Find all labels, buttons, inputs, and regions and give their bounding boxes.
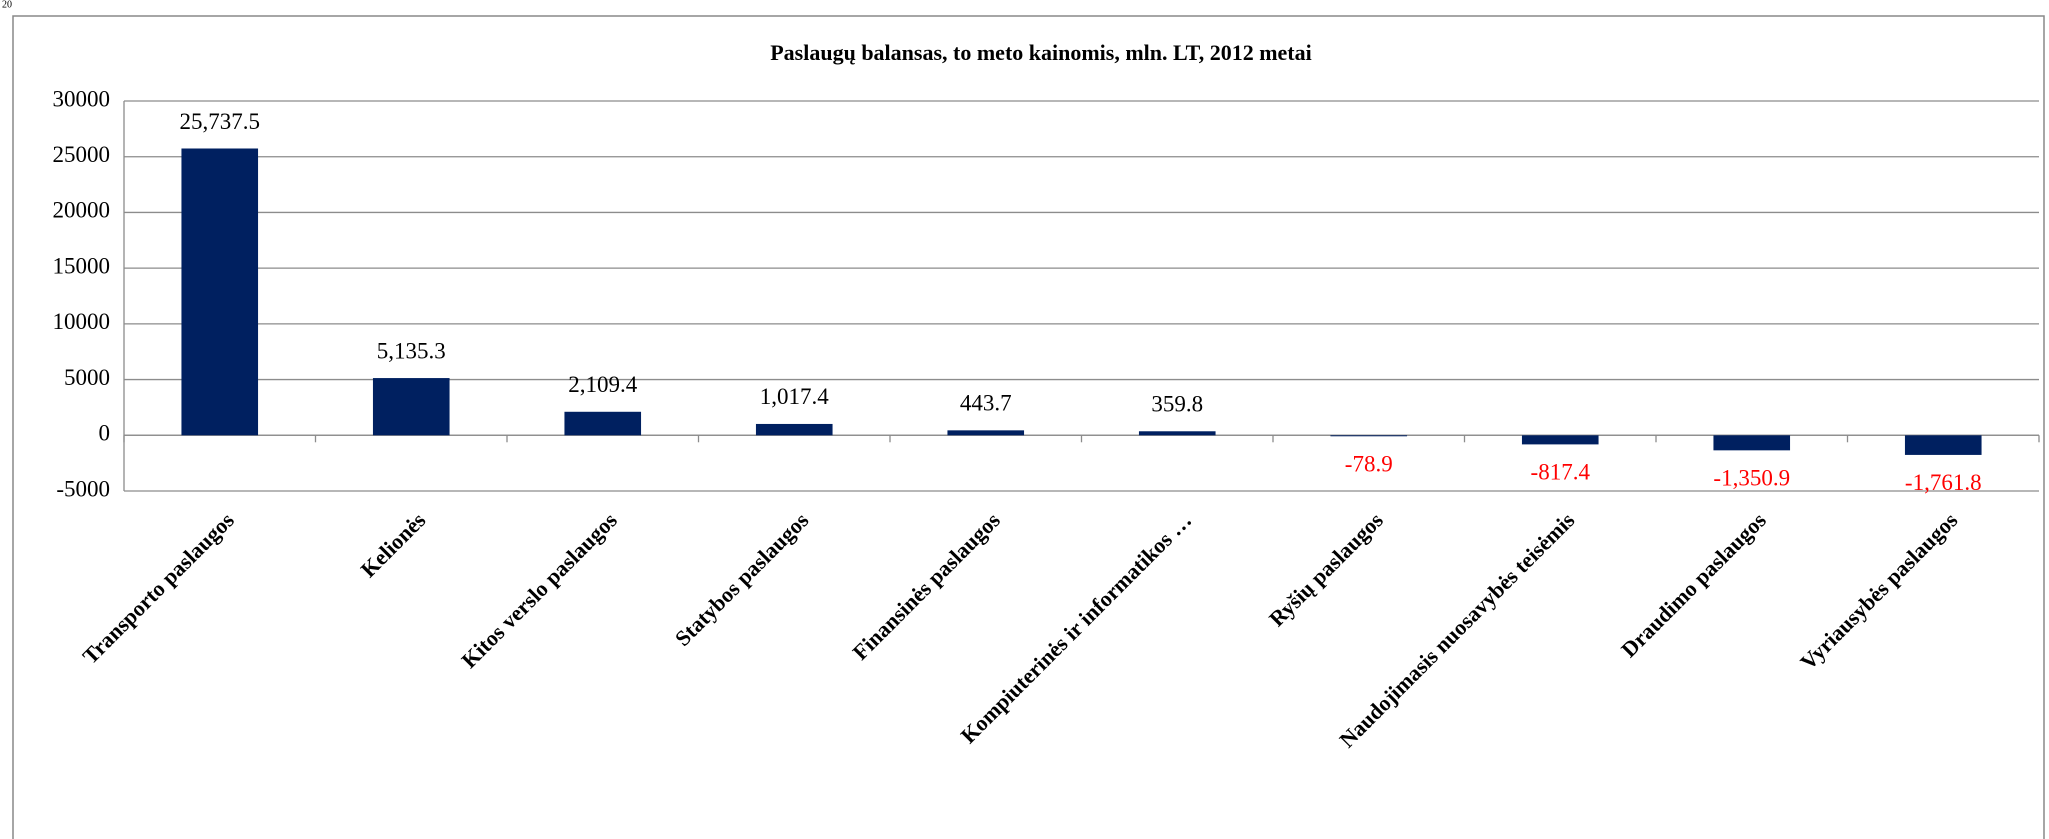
x-tick-label: Transporto paslaugos [78, 507, 240, 669]
bar [1904, 435, 1982, 455]
data-label: -1,350.9 [1713, 466, 1790, 491]
data-label: 443.7 [960, 391, 1012, 416]
data-label: 2,109.4 [568, 372, 638, 397]
bar [564, 411, 642, 436]
bar [755, 423, 833, 436]
x-tick-label: Ryšių paslaugos [1264, 507, 1388, 631]
bar [947, 430, 1025, 436]
bar [1521, 435, 1599, 445]
y-tick-label: 0 [99, 421, 111, 446]
bar [181, 148, 259, 436]
x-tick-label: Kompiuterinės ir informatikos … [956, 507, 1197, 748]
y-tick-label: 5000 [64, 365, 110, 390]
y-tick-label: 30000 [53, 86, 111, 111]
chart-border [12, 15, 2045, 839]
y-tick-label: 20000 [53, 198, 111, 223]
bar [1138, 431, 1216, 436]
data-label: 1,017.4 [760, 384, 830, 409]
x-tick-label: Draudimo paslaugos [1616, 507, 1771, 662]
page-number: 20 [2, 0, 12, 10]
x-tick-label: Naudojimasis nuosavybės teisėmis [1334, 507, 1579, 752]
data-label: 359.8 [1151, 392, 1203, 417]
data-label: -1,761.8 [1905, 470, 1982, 495]
y-tick-label: 15000 [53, 253, 111, 278]
x-tick-label: Vyriausybės paslaugos [1795, 507, 1962, 674]
data-label: -78.9 [1345, 451, 1393, 476]
data-label: -817.4 [1531, 460, 1591, 485]
bar [1713, 435, 1791, 451]
x-tick-label: Finansinės paslaugos [848, 507, 1006, 665]
x-tick-label: Kitos verslo paslaugos [456, 507, 622, 673]
y-tick-label: 25000 [53, 142, 111, 167]
data-label: 5,135.3 [377, 338, 446, 363]
bar [372, 378, 450, 436]
y-tick-label: -5000 [56, 476, 110, 501]
bar [1330, 435, 1408, 437]
x-tick-label: Statybos paslaugos [670, 507, 814, 651]
chart-title: Paslaugų balansas, to meto kainomis, mln… [770, 40, 1312, 65]
x-tick-label: Kelionės [356, 507, 431, 582]
data-label: 25,737.5 [180, 109, 261, 134]
y-tick-label: 10000 [53, 309, 111, 334]
